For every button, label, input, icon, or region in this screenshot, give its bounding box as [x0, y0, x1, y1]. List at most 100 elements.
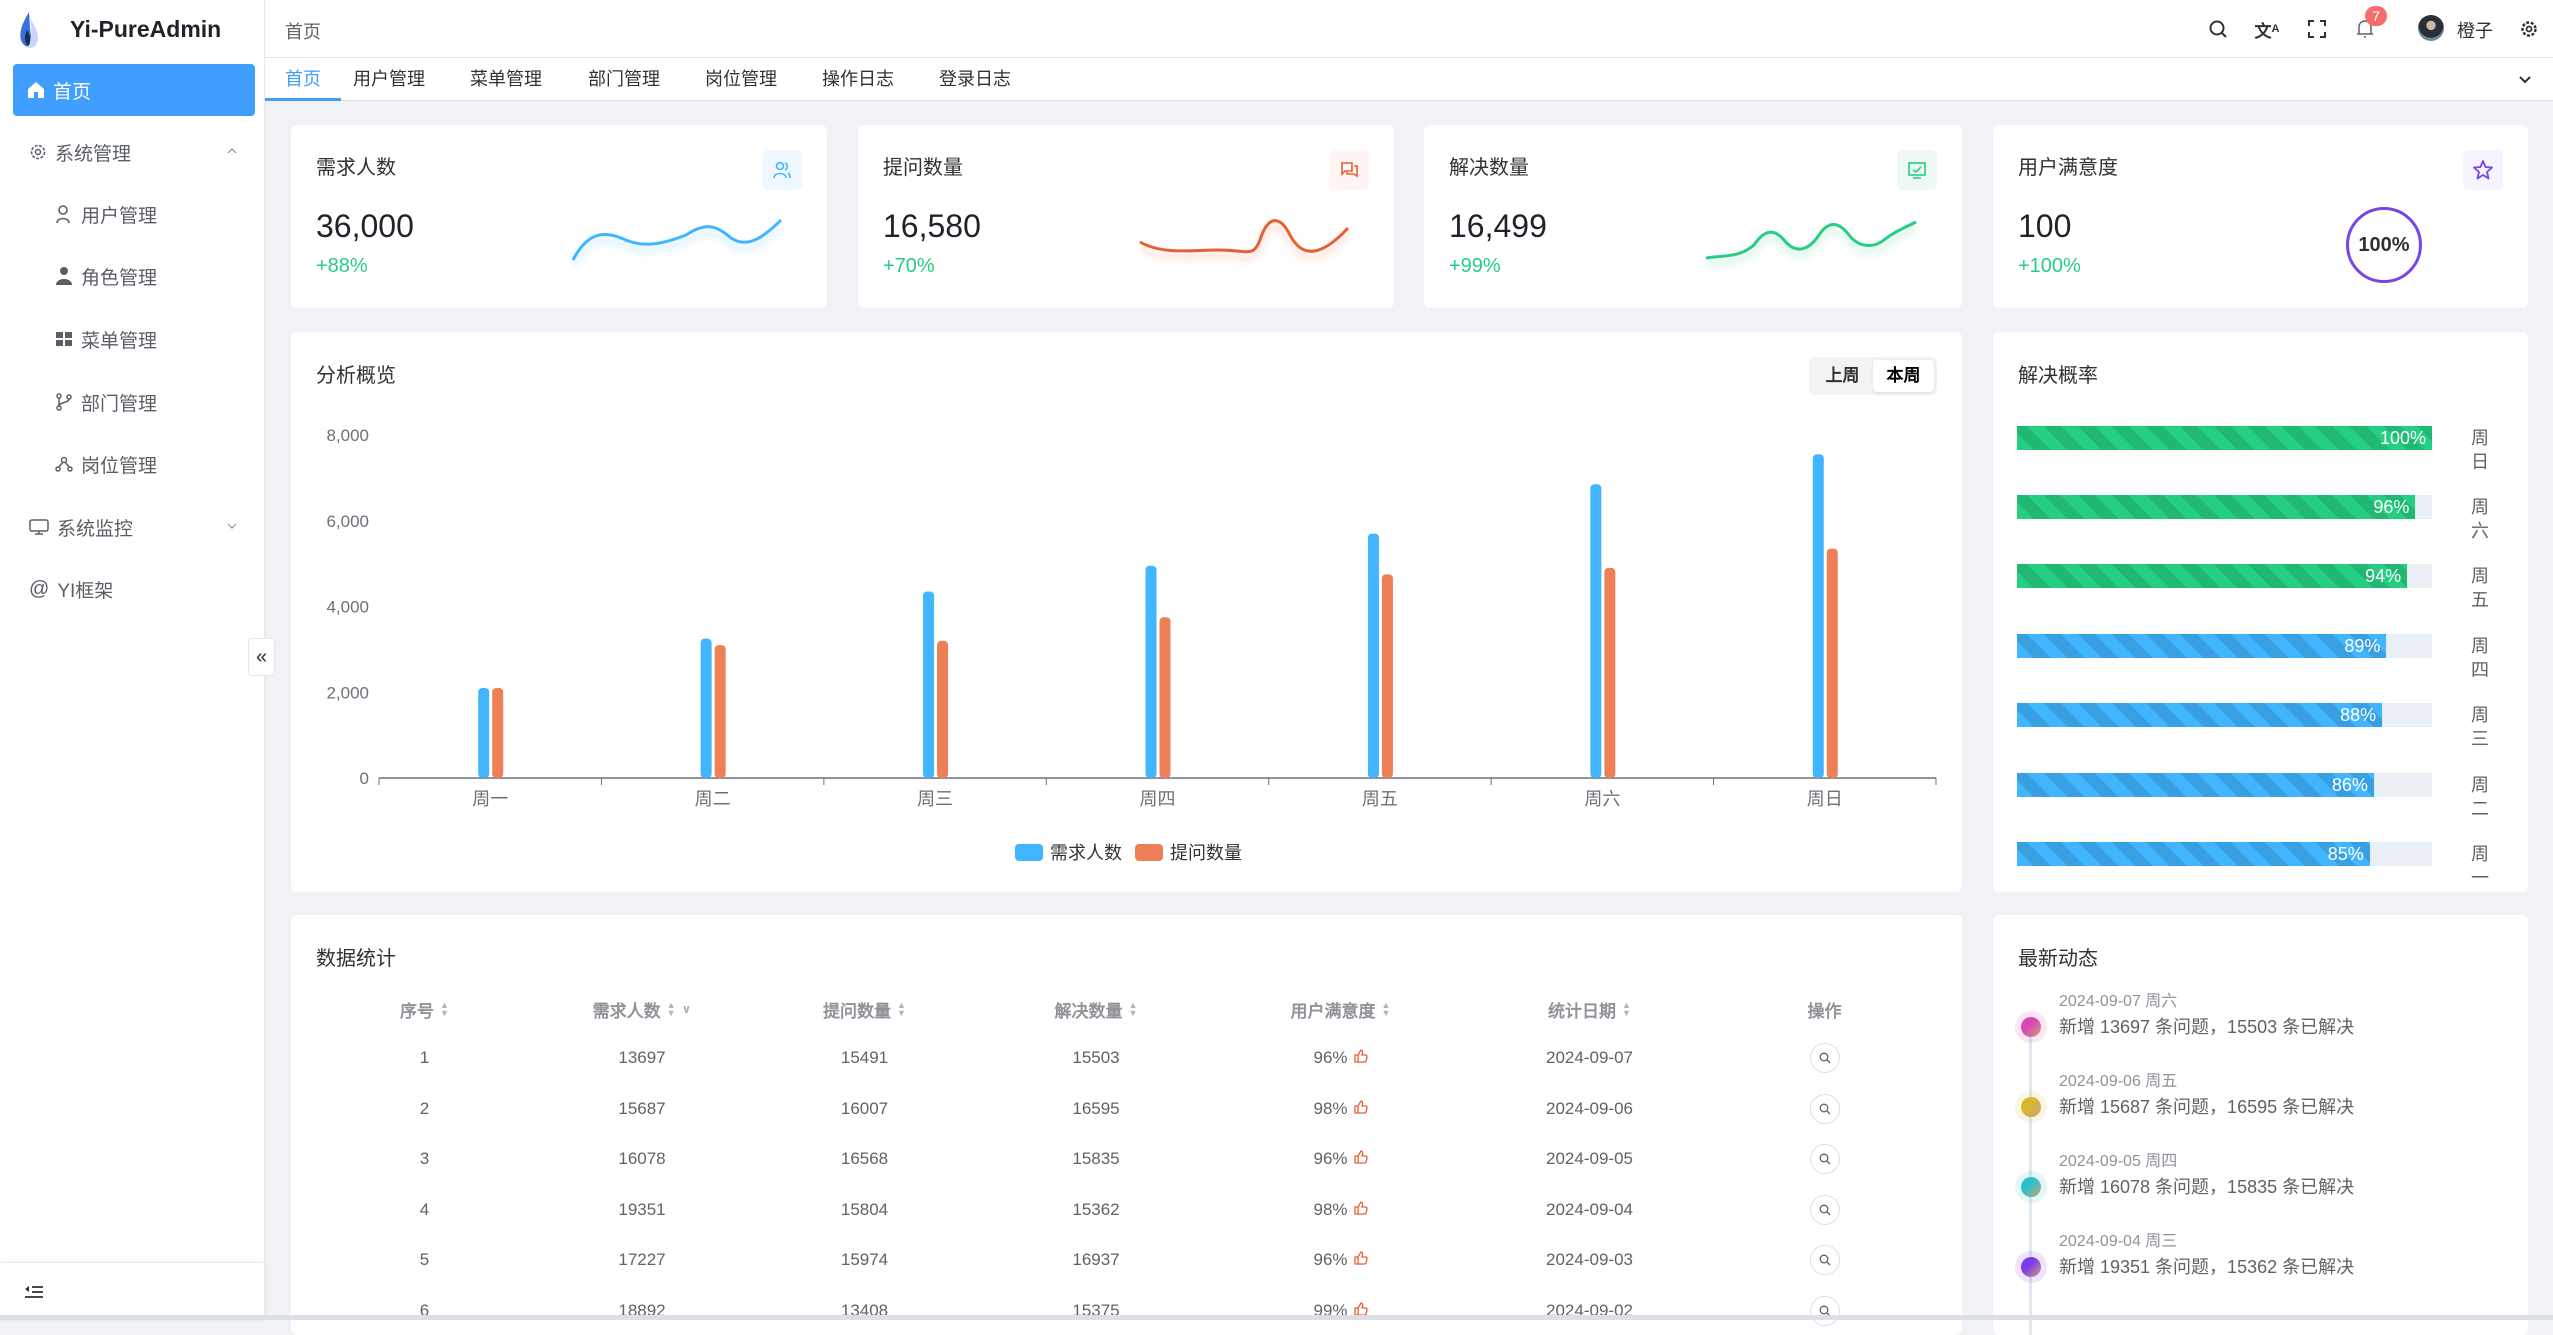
column-header[interactable]: 用户满意度 ▲ ▼: [1214, 997, 1467, 1022]
sort-icon[interactable]: ▲ ▼: [1128, 1000, 1138, 1018]
table-row: 1 13697 15491 15503 96% 2024-09-07: [316, 1033, 1937, 1083]
legend-label[interactable]: 需求人数: [1050, 843, 1122, 863]
table-cell: 13697: [533, 1048, 751, 1068]
sort-icon[interactable]: ▲ ▼: [440, 1000, 449, 1018]
cell-text: 15687: [618, 1098, 666, 1118]
view-detail-button[interactable]: [1809, 1194, 1840, 1225]
column-header[interactable]: 需求人数 ▲ ▼ ∨: [533, 997, 751, 1022]
table-cell: 2024-09-05: [1467, 1149, 1712, 1169]
view-detail-button[interactable]: [1809, 1093, 1840, 1124]
chevron-up-icon: [227, 148, 237, 154]
sidebar-item-system[interactable]: 系统管理: [13, 126, 255, 178]
breadcrumb[interactable]: 首页: [285, 22, 321, 42]
rate-percent: 96%: [2373, 497, 2410, 517]
this-week-button[interactable]: 本周: [1873, 360, 1934, 392]
grid-icon: [56, 332, 72, 346]
bar-questions[interactable]: [1159, 617, 1171, 778]
view-detail-button[interactable]: [1809, 1043, 1840, 1073]
bar-demand[interactable]: [1367, 533, 1379, 778]
sort-icon[interactable]: ▲ ▼: [1622, 1000, 1631, 1018]
bar-questions[interactable]: [1826, 548, 1838, 778]
username[interactable]: 橙子: [2457, 21, 2493, 41]
cell-text: 15491: [840, 1048, 889, 1067]
bell-icon[interactable]: [2353, 17, 2377, 41]
bar-demand[interactable]: [700, 638, 712, 778]
fullscreen-icon[interactable]: [2305, 17, 2329, 41]
chevron-down-icon[interactable]: [2517, 72, 2533, 88]
sidebar-item-menus[interactable]: 菜单管理: [13, 313, 255, 365]
table-cell: 15835: [978, 1149, 1214, 1169]
stat-card-satisfaction: 用户满意度 100 +100% 100%: [1993, 125, 2528, 308]
cell-text: 19351: [618, 1199, 666, 1219]
star-icon: [2463, 150, 2503, 190]
bar-questions[interactable]: [937, 640, 949, 778]
rate-fill: 96%: [2017, 495, 2416, 519]
stat-card-questions: 提问数量 16,580 +70%: [858, 125, 1394, 308]
bar-demand[interactable]: [1145, 565, 1157, 778]
sort-icon[interactable]: ▲ ▼: [897, 1000, 906, 1018]
sidebar-item-roles[interactable]: 角色管理: [13, 250, 255, 302]
table-cell: 98%: [1214, 1099, 1467, 1119]
sidebar-item-monitor[interactable]: 系统监控: [13, 501, 255, 553]
column-header[interactable]: 统计日期 ▲ ▼: [1467, 997, 1712, 1022]
sidebar-item-label: 系统管理: [55, 143, 132, 165]
cell-text: 16595: [1072, 1098, 1120, 1118]
tab-posts[interactable]: 岗位管理: [705, 69, 777, 89]
bar-demand[interactable]: [478, 687, 490, 778]
tab-home[interactable]: 首页: [265, 58, 341, 101]
cell-text: 98%: [1313, 1098, 1348, 1118]
legend-swatch[interactable]: [1015, 844, 1043, 861]
search-icon[interactable]: [2206, 17, 2230, 41]
tab-departments[interactable]: 部门管理: [588, 69, 660, 89]
bar-questions[interactable]: [714, 645, 726, 778]
menu-fold-icon[interactable]: [24, 1284, 44, 1300]
sort-icon[interactable]: ▲ ▼: [666, 1000, 676, 1018]
column-header[interactable]: 序号 ▲ ▼: [316, 997, 533, 1022]
legend-label[interactable]: 提问数量: [1170, 843, 1242, 863]
sidebar-item-yi-framework[interactable]: @ YI框架: [13, 563, 255, 615]
view-detail-button[interactable]: [1809, 1144, 1840, 1175]
bar-questions[interactable]: [1604, 567, 1616, 778]
timeline-dot: [2021, 1177, 2041, 1197]
activity-text: 新增 13697 条问题，15503 条已解决: [2059, 1017, 2355, 1037]
cell-text: 15835: [1072, 1149, 1120, 1169]
legend-swatch[interactable]: [1135, 844, 1163, 861]
view-detail-button[interactable]: [1809, 1296, 1840, 1326]
cell-text: 2024-09-03: [1546, 1250, 1633, 1270]
sidebar-item-users[interactable]: 用户管理: [13, 188, 255, 240]
bar-demand[interactable]: [923, 591, 935, 778]
collapse-sidebar-button[interactable]: «: [248, 638, 275, 676]
horizontal-scrollbar[interactable]: [0, 1315, 2553, 1320]
column-label: 用户满意度: [1290, 1001, 1376, 1021]
header: 首页: [265, 0, 2553, 58]
rate-row: 85% 周一: [2017, 842, 2489, 888]
filter-chevron-icon[interactable]: ∨: [681, 1002, 692, 1016]
cell-text: 15362: [1072, 1199, 1120, 1219]
column-header[interactable]: 提问数量 ▲ ▼: [751, 997, 978, 1022]
tab-operation-log[interactable]: 操作日志: [822, 69, 894, 89]
tab-menus[interactable]: 菜单管理: [470, 69, 542, 89]
tab-login-log[interactable]: 登录日志: [939, 69, 1011, 89]
rate-row: 100% 周日: [2017, 426, 2489, 472]
search-icon: [1819, 1103, 1830, 1115]
bar-questions[interactable]: [1381, 574, 1393, 778]
sort-icon[interactable]: ▲ ▼: [1381, 1000, 1391, 1018]
settings-icon[interactable]: [2517, 17, 2541, 41]
column-header: 操作: [1712, 997, 1937, 1022]
bar-demand[interactable]: [1590, 484, 1602, 778]
view-detail-button[interactable]: [1809, 1245, 1840, 1276]
avatar[interactable]: [2418, 15, 2444, 41]
sidebar-item-home[interactable]: 首页: [13, 64, 255, 116]
activity-item: 2024-09-07 周六 新增 13697 条问题，15503 条已解决: [2017, 987, 2497, 1107]
last-week-button[interactable]: 上周: [1825, 366, 1860, 385]
table-cell: [1712, 1144, 1937, 1175]
table-row: 6 18892 13408 15375 99% 2024-09-02: [316, 1286, 1937, 1335]
bar-questions[interactable]: [492, 687, 504, 778]
tab-users[interactable]: 用户管理: [353, 69, 425, 89]
sidebar-item-departments[interactable]: 部门管理: [13, 376, 255, 428]
bar-demand[interactable]: [1812, 454, 1824, 778]
column-header[interactable]: 解决数量 ▲ ▼: [978, 997, 1214, 1022]
sidebar-item-posts[interactable]: 岗位管理: [13, 438, 255, 490]
rate-percent: 94%: [2365, 566, 2402, 586]
